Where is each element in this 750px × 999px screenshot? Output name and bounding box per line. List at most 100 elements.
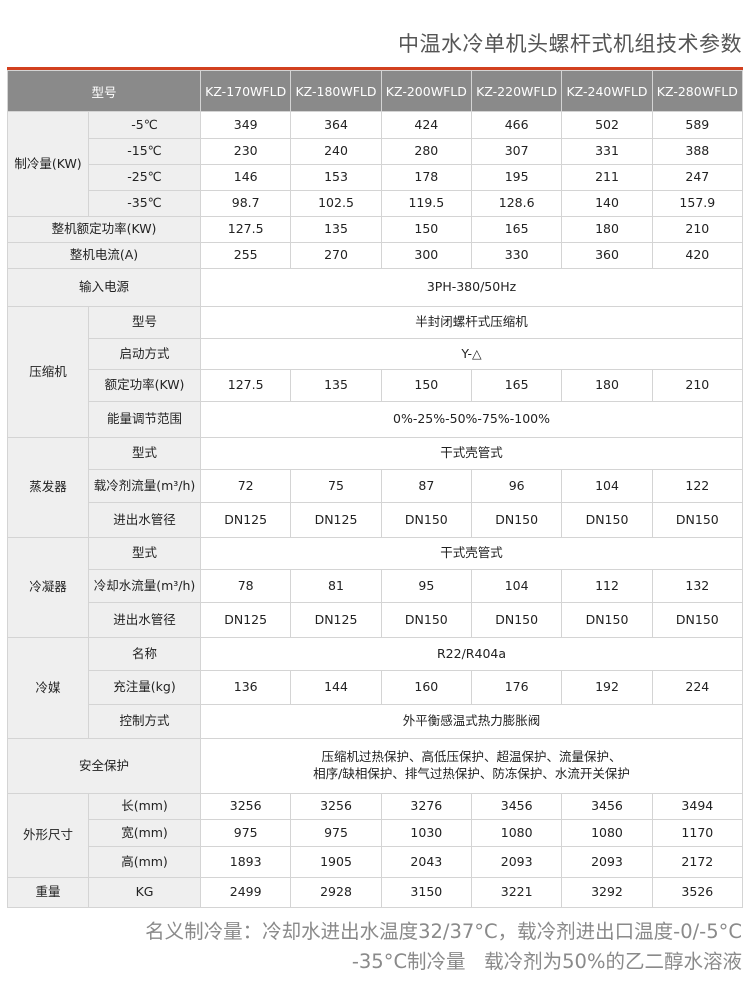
- table-row: -25℃ 146 153 178 195 211 247: [8, 164, 744, 191]
- merged-value-cell: Y-△: [200, 338, 743, 370]
- table-row: 冷媒 名称 R22/R404a: [7, 637, 743, 739]
- value-cell: 87: [380, 469, 473, 503]
- merged-value-cell: 干式壳管式: [200, 437, 743, 470]
- value-cell: 136: [200, 670, 292, 705]
- model-column-header: KZ-220WFLD: [470, 70, 563, 112]
- value-cell: 247: [651, 164, 744, 191]
- merged-value-cell: 压缩机过热保护、高低压保护、超温保护、流量保护、 相序/缺相保护、排气过热保护、…: [200, 738, 743, 794]
- accent-divider: [7, 67, 743, 70]
- table-row: 蒸发器 型式 干式壳管式: [7, 437, 743, 538]
- value-cell: 146: [200, 164, 292, 191]
- row-sublabel: 型式: [87, 437, 202, 470]
- value-cell: 1170: [651, 819, 744, 847]
- row-sublabel: 长(mm): [87, 793, 202, 820]
- value-cell: 3221: [470, 877, 563, 908]
- value-cell: 127.5: [200, 369, 292, 402]
- table-row: 载冷剂流量(m³/h) 72 75 87 96 104 122: [8, 469, 744, 503]
- value-cell: 144: [290, 670, 382, 705]
- value-cell: 128.6: [470, 190, 563, 217]
- value-cell: 255: [200, 242, 292, 269]
- value-cell: 2499: [200, 877, 292, 908]
- value-cell: 975: [200, 819, 292, 847]
- value-cell: 135: [290, 369, 382, 402]
- row-sublabel: 控制方式: [87, 704, 202, 739]
- value-cell: 210: [651, 369, 744, 402]
- value-cell: 140: [561, 190, 653, 217]
- value-cell: 466: [470, 111, 563, 139]
- group-label: 安全保护: [6, 738, 202, 794]
- value-cell: 1905: [290, 846, 382, 878]
- value-cell: 3292: [561, 877, 653, 908]
- table-row: 冷凝器 型式 干式壳管式: [7, 537, 743, 638]
- value-cell: 2928: [290, 877, 382, 908]
- row-sublabel: 型式: [87, 537, 202, 570]
- value-cell: 104: [470, 569, 563, 603]
- value-cell: 180: [561, 216, 653, 243]
- table-row: 高(mm) 1893 1905 2043 2093 2093 2172: [8, 846, 744, 878]
- table-row: 能量调节范围 0%-25%-50%-75%-100%: [8, 401, 743, 438]
- spec-table: 型号 KZ-170WFLD KZ-180WFLD KZ-200WFLD KZ-220W…: [6, 70, 744, 908]
- table-row: -35℃ 98.7 102.5 119.5 128.6 140 157.9: [8, 190, 744, 217]
- table-row: 充注量(kg) 136 144 160 176 192 224: [8, 670, 744, 705]
- table-row: 控制方式 外平衡感温式热力膨胀阀: [8, 704, 743, 739]
- value-cell: 180: [561, 369, 653, 402]
- group-label: 蒸发器: [7, 437, 89, 538]
- merged-value-cell: 外平衡感温式热力膨胀阀: [200, 704, 743, 739]
- row-sublabel: 进出水管径: [87, 502, 202, 538]
- group-label: 整机电流(A): [6, 242, 202, 269]
- value-cell: 98.7: [200, 190, 292, 217]
- model-header: 型号: [6, 70, 202, 112]
- group-label: 压缩机: [7, 306, 89, 438]
- table-row: 宽(mm) 975 975 1030 1080 1080 1170: [8, 819, 744, 847]
- value-cell: 192: [561, 670, 653, 705]
- value-cell: 3150: [380, 877, 473, 908]
- value-cell: 157.9: [651, 190, 744, 217]
- value-cell: 388: [651, 138, 744, 165]
- value-cell: 3456: [561, 793, 653, 820]
- row-sublabel: 宽(mm): [87, 819, 202, 847]
- row-sublabel: 冷却水流量(m³/h): [87, 569, 202, 603]
- value-cell: 153: [290, 164, 382, 191]
- table-row: -15℃ 230 240 280 307 331 388: [8, 138, 744, 165]
- page-title: 中温水冷单机头螺杆式机组技术参数: [398, 32, 742, 56]
- value-cell: DN150: [561, 602, 653, 638]
- group-label: 输入电源: [6, 268, 202, 307]
- value-cell: 96: [470, 469, 563, 503]
- value-cell: 178: [380, 164, 473, 191]
- row-sublabel: 进出水管径: [87, 602, 202, 638]
- value-cell: 2043: [380, 846, 473, 878]
- row-sublabel: -15℃: [87, 138, 202, 165]
- merged-value-cell: 半封闭螺杆式压缩机: [200, 306, 743, 339]
- group-label: 整机额定功率(KW): [6, 216, 202, 243]
- row-sublabel: 载冷剂流量(m³/h): [87, 469, 202, 503]
- row-sublabel: 名称: [87, 637, 202, 671]
- merged-value-cell: 干式壳管式: [200, 537, 743, 570]
- value-cell: DN150: [380, 502, 473, 538]
- value-cell: 360: [561, 242, 653, 269]
- group-label: 冷凝器: [7, 537, 89, 638]
- value-cell: DN150: [470, 602, 563, 638]
- value-cell: 331: [561, 138, 653, 165]
- value-cell: 127.5: [200, 216, 292, 243]
- footnote-line-2: -35°C制冷量 载冷剂为50%的乙二醇水溶液: [351, 950, 742, 973]
- value-cell: 160: [380, 670, 473, 705]
- value-cell: 230: [200, 138, 292, 165]
- model-column-header: KZ-170WFLD: [200, 70, 292, 112]
- value-cell: 3276: [380, 793, 473, 820]
- value-cell: 78: [200, 569, 292, 603]
- value-cell: 280: [380, 138, 473, 165]
- table-row: 整机额定功率(KW) 127.5 135 150 165 180 210: [6, 216, 744, 243]
- value-cell: 2093: [561, 846, 653, 878]
- value-cell: DN150: [470, 502, 563, 538]
- value-cell: 270: [290, 242, 382, 269]
- value-cell: 119.5: [380, 190, 473, 217]
- value-cell: 210: [651, 216, 744, 243]
- row-sublabel: 高(mm): [87, 846, 202, 878]
- table-row: 启动方式 Y-△: [8, 338, 743, 370]
- row-sublabel: KG: [87, 877, 202, 908]
- value-cell: 3526: [651, 877, 744, 908]
- table-row: 制冷量(KW) -5℃ 349 364 424 466 502 589: [7, 111, 744, 217]
- value-cell: 2093: [470, 846, 563, 878]
- value-cell: 150: [380, 369, 473, 402]
- value-cell: 75: [290, 469, 382, 503]
